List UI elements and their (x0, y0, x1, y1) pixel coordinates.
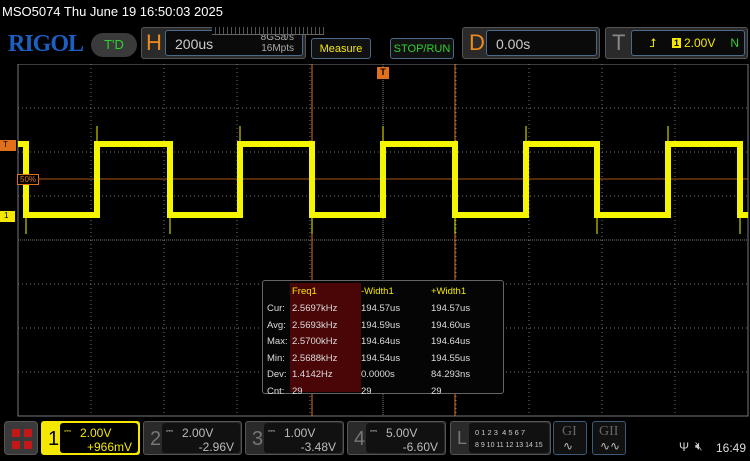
clock: 16:49 (716, 441, 747, 455)
selected-column-highlight (290, 283, 361, 392)
math-gi-label: GI (562, 424, 577, 439)
rising-edge-icon: ⮥ (649, 36, 657, 50)
measurement-row-label: Min: (267, 352, 285, 364)
measurement-value: 29 (431, 385, 442, 397)
measurement-value: 194.60us (431, 319, 471, 331)
measurement-value: 2.5688kHz (292, 352, 338, 364)
main-menu-button[interactable] (4, 421, 38, 455)
channel-number: 3 (252, 428, 264, 450)
dc-coupling-icon: ⎓ (64, 426, 72, 436)
measurement-value: 194.59us (361, 319, 401, 331)
dc-coupling-icon: ⎓ (268, 426, 276, 436)
channel-offset: -6.60V (402, 440, 438, 454)
trigger-mode: N (730, 36, 739, 50)
channel-2-panel[interactable]: 2 2.00V ⎓ -2.96V (143, 421, 242, 455)
stop-run-button[interactable]: STOP/RUN (390, 38, 454, 59)
rigol-logo: RIGOL (8, 31, 84, 57)
measurement-value: 29 (361, 385, 372, 397)
horizontal-inner: 200us 8GSa/s 16Mpts (165, 30, 303, 56)
measurement-value: 2.5693kHz (292, 319, 338, 331)
math-gi-button[interactable]: GI ∿ (553, 421, 587, 455)
channel-offset: -2.96V (198, 440, 234, 454)
sine-wave-icon: ∿ (563, 439, 574, 453)
trigger-inner: ⮥ 1 2.00V N (631, 30, 745, 56)
measure-button[interactable]: Measure (311, 38, 371, 59)
measurement-header: -Width1 (361, 286, 394, 297)
measurement-header: Freq1 (292, 286, 317, 297)
measurement-row-label: Avg: (267, 319, 286, 331)
mute-icon[interactable]: 🔇︎ (695, 439, 703, 453)
trigger-source: 1 (672, 38, 682, 48)
trigger-level-marker[interactable]: T (0, 140, 16, 151)
measurement-value: 2.5697kHz (292, 303, 338, 314)
delay-inner: 0.00s (486, 30, 597, 56)
measurement-row-label: Dev: (267, 369, 287, 380)
measurement-value: 194.55us (431, 352, 471, 364)
measurement-value: 194.64us (361, 336, 401, 347)
logic-label: L (457, 428, 468, 448)
window-title: MSO5074 Thu June 19 16:50:03 2025 (2, 4, 223, 19)
measurement-value: 194.57us (361, 303, 401, 314)
grid-menu-icon (12, 429, 32, 449)
trigger-level-label: 50% (17, 174, 40, 185)
sample-rate: 8GSa/s (260, 32, 294, 43)
delay-label: D (469, 30, 485, 55)
channel-scale: 2.00V (80, 426, 112, 440)
measurement-value: 194.57us (431, 303, 471, 314)
channel-1-panel[interactable]: 1 2.00V ⎓ +966mV (41, 421, 140, 455)
delay-panel[interactable]: D 0.00s (462, 27, 600, 59)
measurement-value: 0.0000s (361, 369, 395, 380)
channel-offset: -3.48V (300, 440, 336, 454)
measurement-value: 2.5700kHz (292, 336, 338, 347)
logic-panel[interactable]: L 0 1 2 3 4 5 6 7 8 9 10 11 12 13 14 15 (450, 421, 551, 455)
ch1-offset-marker[interactable]: 1 (0, 211, 15, 222)
channel-offset: +966mV (86, 440, 132, 454)
measurement-value: 1.4142Hz (292, 369, 333, 380)
channel-scale: 5.00V (386, 426, 418, 440)
dc-coupling-icon: ⎓ (370, 426, 378, 436)
channel-3-panel[interactable]: 3 1.00V ⎓ -3.48V (245, 421, 344, 455)
math-gii-button[interactable]: GII ∿∿ (592, 421, 626, 455)
measurement-value: 194.64us (431, 336, 471, 347)
measurement-value: 84.293ns (431, 369, 471, 380)
channel-4-panel[interactable]: 4 5.00V ⎓ -6.60V (347, 421, 446, 455)
timebase: 200us (175, 36, 214, 52)
waveform-position-bar[interactable] (212, 27, 324, 35)
measurement-header: +Width1 (431, 286, 467, 297)
measurement-row-label: Cnt: (267, 385, 285, 397)
channel-number: 4 (354, 428, 366, 450)
memory-depth: 16Mpts (261, 43, 294, 54)
math-gii-label: GII (599, 424, 619, 439)
measurement-row-label: Max: (267, 336, 288, 347)
measurement-row-label: Cur: (267, 303, 285, 314)
dc-coupling-icon: ⎓ (166, 426, 174, 436)
trigger-position-marker[interactable]: T (377, 67, 389, 79)
logic-channels-row2: 8 9 10 11 12 13 14 15 (475, 442, 543, 449)
usb-icon: Ψ (679, 440, 690, 454)
trigger-label: T (612, 30, 626, 55)
trigger-panel[interactable]: T ⮥ 1 2.00V N (605, 27, 748, 59)
trigger-status-badge[interactable]: T'D (91, 33, 137, 57)
horizontal-label: H (146, 30, 162, 55)
channel-number: 1 (48, 428, 60, 450)
measurement-value: 194.54us (361, 352, 401, 364)
channel-scale: 2.00V (182, 426, 214, 440)
trigger-level: 2.00V (684, 36, 716, 50)
logic-channels-row1: 0 1 2 3 4 5 6 7 (475, 428, 526, 437)
channel-scale: 1.00V (284, 426, 316, 440)
channel-number: 2 (150, 428, 162, 450)
delay-value: 0.00s (496, 36, 531, 52)
wave-icon: ∿∿ (600, 439, 621, 453)
measurement-value: 29 (292, 385, 303, 397)
measurement-table: Freq1 -Width1 +Width1 Cur: 2.5697kHz 194.57us… (262, 280, 504, 397)
